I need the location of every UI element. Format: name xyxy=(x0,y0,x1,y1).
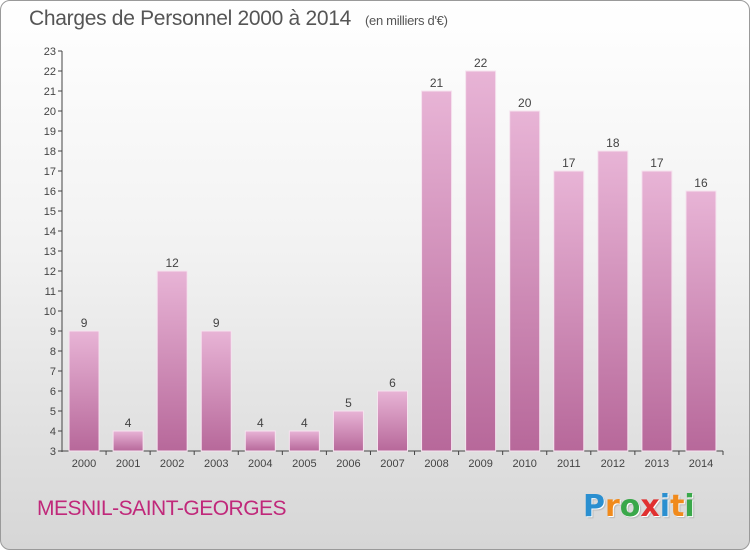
y-tick-label: 15 xyxy=(44,206,56,218)
logo-letter: i xyxy=(659,489,671,524)
bar xyxy=(244,430,276,452)
chart-title: Charges de Personnel 2000 à 2014 (en mill… xyxy=(29,7,448,31)
x-tick-label: 2002 xyxy=(160,458,184,470)
y-tick-label: 21 xyxy=(44,86,56,98)
logo-letter: o xyxy=(619,489,641,524)
bar xyxy=(597,150,629,452)
y-tick-label: 5 xyxy=(50,406,56,418)
x-tick-label: 2004 xyxy=(248,458,272,470)
y-tick-label: 11 xyxy=(45,286,56,298)
x-tick-label: 2006 xyxy=(336,458,360,470)
x-tick-label: 2000 xyxy=(72,458,96,470)
logo-letter: x xyxy=(640,489,660,524)
logo-letter: i xyxy=(684,489,695,524)
x-tick-label: 2011 xyxy=(557,458,581,470)
bar xyxy=(641,170,673,452)
unit-note: (en milliers d'€) xyxy=(364,13,448,28)
data-label: 20 xyxy=(518,96,532,110)
y-tick-label: 12 xyxy=(44,266,56,278)
bar xyxy=(112,430,144,452)
data-label: 17 xyxy=(650,156,664,170)
y-tick-label: 23 xyxy=(44,46,56,58)
commune-name: MESNIL-SAINT-GEORGES xyxy=(37,497,287,520)
y-tick-label: 16 xyxy=(44,186,56,198)
data-label: 9 xyxy=(213,316,220,330)
data-label: 22 xyxy=(474,56,488,70)
y-tick-label: 17 xyxy=(44,166,56,178)
bar xyxy=(332,410,364,452)
y-tick-label: 13 xyxy=(44,246,56,258)
x-tick-label: 2013 xyxy=(645,458,669,470)
y-tick-label: 7 xyxy=(50,366,56,378)
y-tick-label: 22 xyxy=(44,66,56,78)
y-tick-label: 18 xyxy=(44,146,56,158)
y-tick-label: 8 xyxy=(50,346,56,358)
data-label: 9 xyxy=(81,316,88,330)
x-tick-label: 2009 xyxy=(468,458,492,470)
logo-letter: P xyxy=(583,489,605,524)
y-tick-label: 20 xyxy=(44,106,56,118)
x-tick-label: 2001 xyxy=(116,458,140,470)
x-tick-label: 2008 xyxy=(424,458,448,470)
y-tick-label: 14 xyxy=(44,226,56,238)
data-label: 4 xyxy=(257,416,264,430)
data-label: 6 xyxy=(389,376,396,390)
data-label: 4 xyxy=(125,416,132,430)
x-tick-label: 2003 xyxy=(204,458,228,470)
y-tick-label: 4 xyxy=(50,426,56,438)
data-label: 18 xyxy=(606,136,620,150)
bar xyxy=(200,330,232,452)
y-tick-label: 6 xyxy=(50,386,56,398)
y-tick-label: 9 xyxy=(50,326,56,338)
x-tick-label: 2012 xyxy=(601,458,625,470)
bar xyxy=(288,430,320,452)
bar xyxy=(465,70,497,452)
data-label: 21 xyxy=(430,76,444,90)
bar xyxy=(377,390,408,452)
y-tick-label: 19 xyxy=(44,126,56,138)
bar xyxy=(509,110,541,452)
x-tick-label: 2014 xyxy=(689,458,713,470)
bar xyxy=(421,90,453,452)
proxiti-logo: Proxiti xyxy=(583,489,695,524)
data-label: 12 xyxy=(165,256,179,270)
chart-title-text: Charges de Personnel 2000 à 2014 xyxy=(29,7,351,30)
x-tick-label: 2007 xyxy=(380,458,404,470)
x-tick-label: 2010 xyxy=(512,458,536,470)
data-label: 16 xyxy=(694,176,708,190)
bar xyxy=(685,190,717,452)
x-tick-label: 2005 xyxy=(292,458,316,470)
logo-letter: r xyxy=(605,489,620,524)
bar xyxy=(68,330,100,452)
data-label: 17 xyxy=(562,156,576,170)
logo-letter: t xyxy=(670,489,685,524)
data-label: 5 xyxy=(345,396,352,410)
bar xyxy=(156,270,188,452)
data-label: 4 xyxy=(301,416,308,430)
bar xyxy=(553,170,585,452)
y-tick-label: 10 xyxy=(44,306,56,318)
y-tick-label: 3 xyxy=(50,446,56,458)
